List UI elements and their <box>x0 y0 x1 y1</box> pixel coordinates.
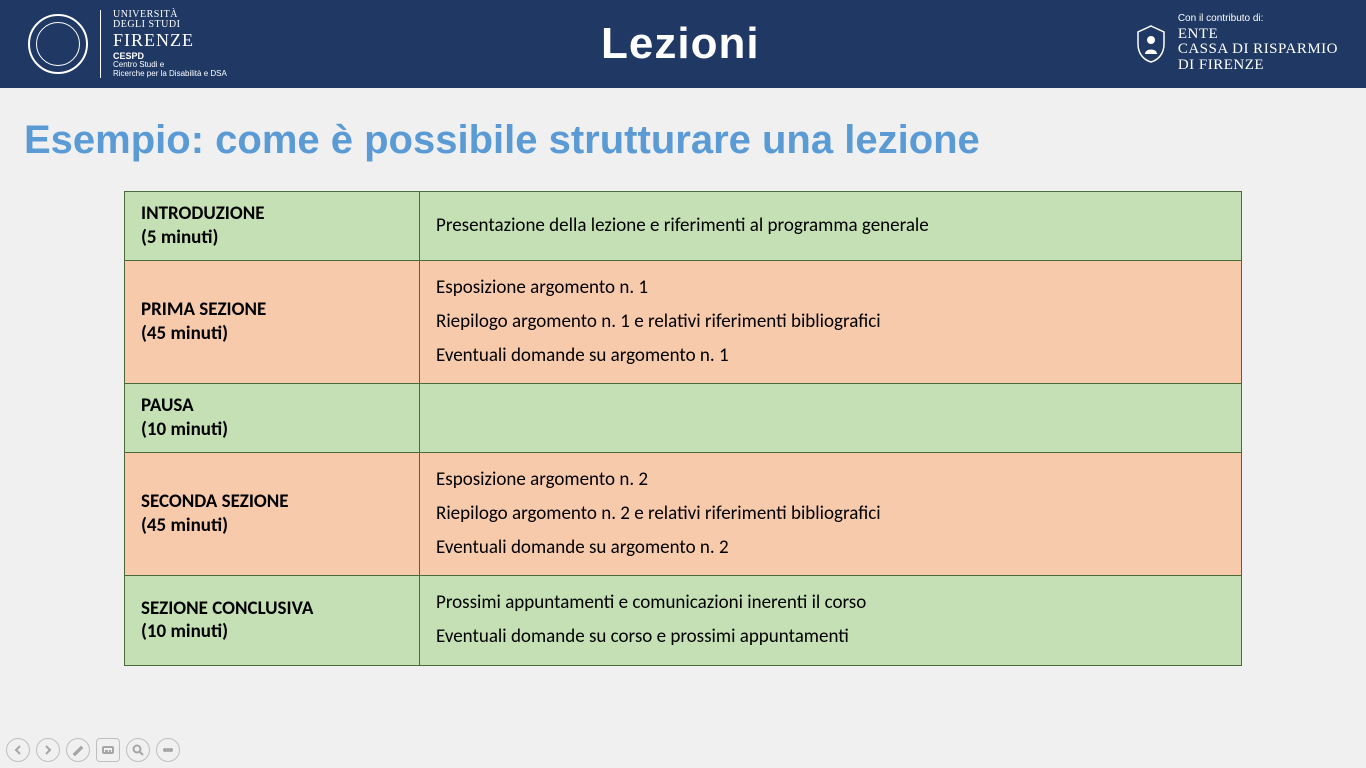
row-content: Prossimi appuntamenti e comunicazioni in… <box>420 576 1242 665</box>
row-label-line2: (10 minuti) <box>141 418 228 441</box>
row-content: Esposizione argomento n. 1Riepilogo argo… <box>420 260 1242 384</box>
row-label-line2: (45 minuti) <box>141 322 228 345</box>
subtitles-button[interactable] <box>96 738 120 762</box>
university-seal-icon <box>28 14 88 74</box>
sponsor-line1: ENTE <box>1178 27 1338 43</box>
row-label-line1: SECONDA SEZIONE <box>141 490 289 513</box>
sponsor-line2: CASSA DI RISPARMIO <box>1178 42 1338 58</box>
zoom-button[interactable] <box>126 738 150 762</box>
slide-header: UNIVERSITÀ DEGLI STUDI FIRENZE CESPD Cen… <box>0 0 1366 88</box>
row-content: Esposizione argomento n. 2Riepilogo argo… <box>420 452 1242 576</box>
presentation-toolbar <box>6 738 180 762</box>
row-label-line1: PAUSA <box>141 394 194 417</box>
prev-slide-button[interactable] <box>6 738 30 762</box>
sponsor-crest-icon <box>1134 24 1168 64</box>
row-content-line: Esposizione argomento n. 2 <box>436 463 1225 497</box>
row-content-line: Esposizione argomento n. 1 <box>436 271 1225 305</box>
row-content-line: Riepilogo argomento n. 2 e relativi rife… <box>436 497 1225 531</box>
row-content-line: Eventuali domande su argomento n. 2 <box>436 531 1225 565</box>
row-label-line1: SEZIONE CONCLUSIVA <box>141 597 313 620</box>
row-content: Presentazione della lezione e riferiment… <box>420 192 1242 261</box>
row-content-line: Eventuali domande su argomento n. 1 <box>436 339 1225 373</box>
table-row: PAUSA(10 minuti) <box>125 384 1242 453</box>
row-label: SEZIONE CONCLUSIVA(10 minuti) <box>125 576 420 665</box>
table-row: SEZIONE CONCLUSIVA(10 minuti) Prossimi ap… <box>125 576 1242 665</box>
slide-body: Esempio: come è possibile strutturare un… <box>0 88 1366 666</box>
pen-tool-button[interactable] <box>66 738 90 762</box>
slide-subtitle: Esempio: come è possibile strutturare un… <box>24 118 1342 163</box>
sponsor-block: Con il contributo di: ENTE CASSA DI RISP… <box>1178 14 1338 74</box>
next-slide-button[interactable] <box>36 738 60 762</box>
table-row: SECONDA SEZIONE(45 minuti)Esposizione ar… <box>125 452 1242 576</box>
uni-line3: FIRENZE <box>113 31 227 50</box>
uni-sub3: Ricerche per la Disabilità e DSA <box>113 70 227 78</box>
row-label: SECONDA SEZIONE(45 minuti) <box>125 452 420 576</box>
row-content-line: Prossimi appuntamenti e comunicazioni in… <box>436 586 1225 620</box>
row-label-line2: (5 minuti) <box>141 226 218 249</box>
row-label-line1: PRIMA SEZIONE <box>141 298 266 321</box>
row-content-line: Presentazione della lezione e riferiment… <box>436 209 1225 243</box>
row-content-line: Riepilogo argomento n. 1 e relativi rife… <box>436 305 1225 339</box>
row-content-line: Eventuali domande su corso e prossimi ap… <box>436 620 1225 654</box>
row-content <box>420 384 1242 453</box>
header-right: Con il contributo di: ENTE CASSA DI RISP… <box>1134 14 1338 74</box>
header-left: UNIVERSITÀ DEGLI STUDI FIRENZE CESPD Cen… <box>28 10 227 78</box>
table-row: INTRODUZIONE(5 minuti) Presentazione dell… <box>125 192 1242 261</box>
more-options-button[interactable] <box>156 738 180 762</box>
table-row: PRIMA SEZIONE(45 minuti)Esposizione argo… <box>125 260 1242 384</box>
row-label-line2: (10 minuti) <box>141 620 228 643</box>
row-label-line2: (45 minuti) <box>141 514 228 537</box>
university-name-block: UNIVERSITÀ DEGLI STUDI FIRENZE CESPD Cen… <box>100 10 227 78</box>
row-label-line1: INTRODUZIONE <box>141 202 265 225</box>
row-label: PAUSA(10 minuti) <box>125 384 420 453</box>
sponsor-line3: DI FIRENZE <box>1178 58 1338 74</box>
row-content-line <box>436 401 1225 435</box>
slide-title: Lezioni <box>601 19 760 69</box>
row-label: INTRODUZIONE(5 minuti) <box>125 192 420 261</box>
lesson-structure-table: INTRODUZIONE(5 minuti) Presentazione dell… <box>124 191 1242 666</box>
row-label: PRIMA SEZIONE(45 minuti) <box>125 260 420 384</box>
sponsor-intro: Con il contributo di: <box>1178 14 1338 25</box>
